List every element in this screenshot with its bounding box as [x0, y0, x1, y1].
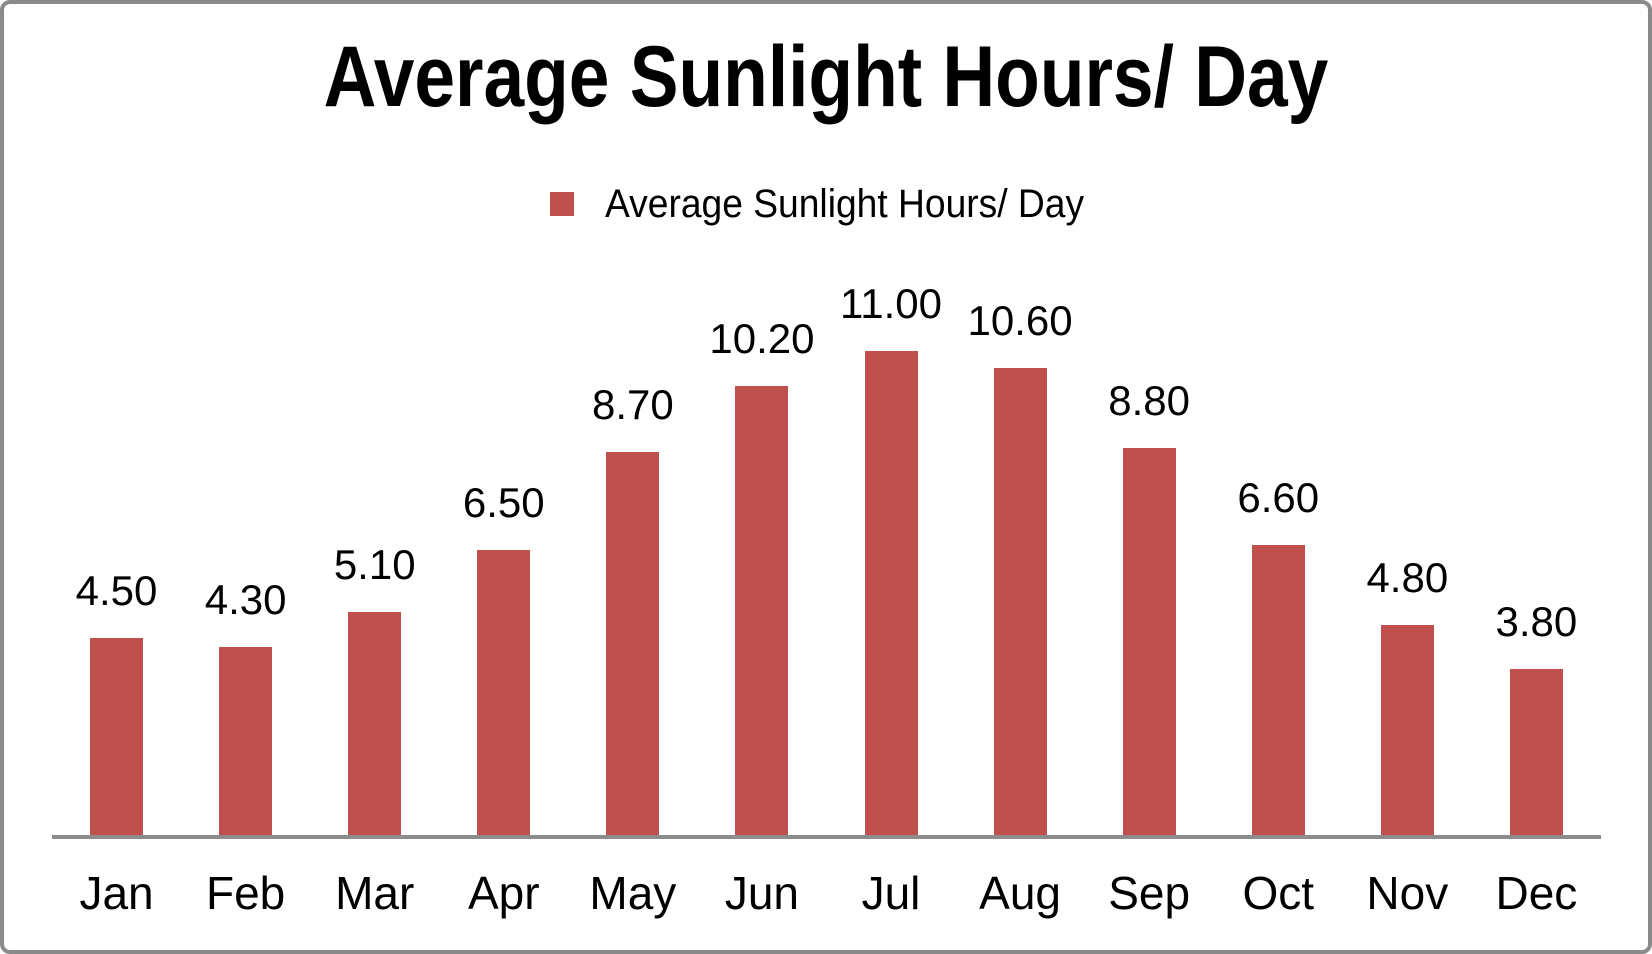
bar-jun	[735, 386, 789, 837]
bar-jan	[90, 638, 144, 837]
bar-oct	[1251, 545, 1305, 837]
value-label-nov: 4.80	[1366, 553, 1449, 601]
value-label-jan: 4.50	[75, 566, 158, 614]
bar-slot-apr: 6.50	[439, 478, 568, 837]
bar-slot-oct: 6.60	[1214, 473, 1343, 837]
value-label-jul: 11.00	[840, 279, 942, 327]
legend-swatch	[549, 192, 574, 216]
x-axis-labels: Jan Feb Mar Apr May Jun Jul Aug Sep Oct Nov Dec	[52, 868, 1601, 919]
legend-label-text: Average Sunlight Hours/ Day	[604, 182, 1085, 226]
x-axis-label-aug: Aug	[979, 867, 1062, 919]
bar-slot-feb: 4.30	[181, 575, 310, 837]
bar-apr	[477, 550, 531, 837]
bar-sep	[1122, 448, 1176, 837]
value-label-may: 8.70	[591, 380, 674, 428]
chart-title-text: Average Sunlight Hours/ Day	[323, 29, 1329, 125]
bar-aug	[993, 368, 1047, 837]
chart-title: Average Sunlight Hours/ Day	[0, 30, 1652, 125]
value-label-dec: 3.80	[1495, 597, 1578, 645]
x-axis-label-mar: Mar	[335, 867, 415, 919]
bar-slot-sep: 8.80	[1085, 376, 1214, 837]
plot-area: 4.50 4.30 5.10 6.50 8.70 10.20 11.00 10.60 8.80 6…	[52, 0, 1601, 837]
x-axis-label-jun: Jun	[724, 867, 800, 919]
x-axis-line	[52, 835, 1601, 839]
bar-slot-jun: 10.20	[697, 314, 826, 837]
legend: Average Sunlight Hours/ Day	[0, 182, 1652, 226]
value-label-feb: 4.30	[204, 575, 287, 623]
bar-dec	[1509, 669, 1563, 837]
value-label-jun: 10.20	[709, 314, 815, 362]
value-label-apr: 6.50	[462, 478, 545, 526]
bar-mar	[348, 612, 402, 837]
x-axis-label-oct: Oct	[1242, 867, 1315, 919]
bar-feb	[219, 647, 273, 837]
x-axis-label-jan: Jan	[79, 867, 154, 919]
x-axis-label-feb: Feb	[205, 867, 286, 919]
bar-jul	[864, 351, 918, 837]
value-label-sep: 8.80	[1108, 376, 1191, 424]
legend-label: Average Sunlight Hours/ Day	[587, 182, 1102, 226]
x-axis-label-apr: Apr	[467, 867, 540, 919]
bar-nov	[1380, 625, 1434, 837]
bar-slot-may: 8.70	[568, 380, 697, 837]
x-axis-label-jul: Jul	[861, 867, 921, 919]
x-axis-label-dec: Dec	[1495, 867, 1578, 919]
value-label-aug: 10.60	[967, 296, 1073, 344]
bar-slot-jul: 11.00	[826, 279, 955, 837]
bar-slot-dec: 3.80	[1472, 597, 1601, 837]
value-label-mar: 5.10	[333, 540, 416, 588]
bar-slot-mar: 5.10	[310, 540, 439, 837]
x-axis-label-may: May	[589, 867, 677, 919]
bar-may	[606, 452, 660, 837]
x-axis-label-nov: Nov	[1366, 867, 1449, 919]
bar-slot-nov: 4.80	[1343, 553, 1472, 837]
x-axis-label-sep: Sep	[1108, 867, 1191, 919]
bar-slot-jan: 4.50	[52, 566, 181, 837]
value-label-oct: 6.60	[1237, 473, 1320, 521]
bar-slot-aug: 10.60	[956, 296, 1085, 837]
